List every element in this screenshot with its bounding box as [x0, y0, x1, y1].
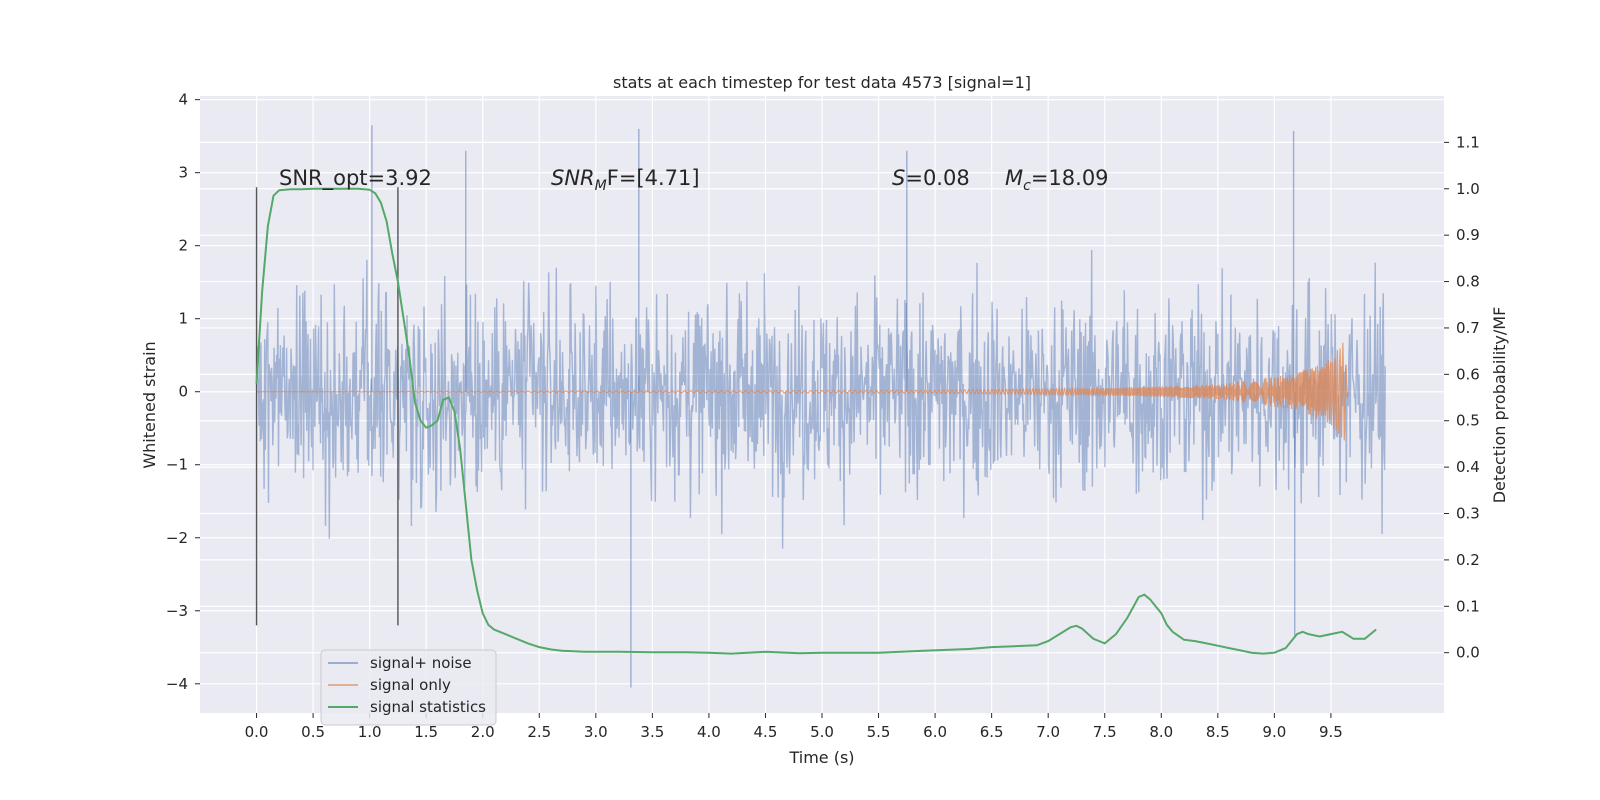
annotation-mc-value: =18.09 — [1031, 166, 1109, 190]
series-signal-statistics — [255, 187, 1377, 655]
y-left-tick-label: 4 — [178, 91, 188, 109]
annotation-snr-opt: SNR_opt=3.92 — [279, 166, 432, 191]
x-tick-label: 7.5 — [1093, 723, 1117, 741]
y-left-tick-label: −4 — [166, 675, 188, 693]
series-signal-plus-noise — [255, 125, 1386, 688]
x-axis-ticks: 0.0 0.5 1.0 1.5 2.0 2.5 3.0 3.5 4.0 4.5 5.0 5.5 6.0 6… — [245, 713, 1343, 741]
legend-label-signal-statistics: signal statistics — [370, 698, 486, 716]
noise-trace — [255, 249, 1386, 549]
legend-label-signal-only: signal only — [370, 676, 451, 694]
y-left-tick-label: −2 — [166, 529, 188, 547]
y-right-tick-label: 0.9 — [1456, 226, 1480, 244]
y-left-tick-label: 1 — [178, 310, 188, 328]
y-right-tick-label: 0.1 — [1456, 597, 1480, 615]
y-left-tick-label: 3 — [178, 164, 188, 182]
annotation-snr-mf-main: SNR — [551, 166, 595, 190]
x-tick-label: 0.5 — [301, 723, 325, 741]
x-tick-label: 8.5 — [1206, 723, 1230, 741]
x-tick-label: 9.5 — [1319, 723, 1343, 741]
x-tick-label: 3.5 — [640, 723, 664, 741]
x-axis-label: Time (s) — [788, 748, 854, 767]
y-right-tick-label: 0.3 — [1456, 505, 1480, 523]
vertical-markers — [255, 187, 399, 626]
series-signal-only — [256, 342, 1349, 441]
x-tick-label: 2.0 — [471, 723, 495, 741]
grid — [200, 96, 1444, 713]
y-right-tick-label: 0.7 — [1456, 319, 1480, 337]
x-tick-label: 6.5 — [980, 723, 1004, 741]
x-tick-label: 6.0 — [923, 723, 947, 741]
x-tick-label: 8.0 — [1149, 723, 1173, 741]
x-tick-label: 2.5 — [527, 723, 551, 741]
x-tick-label: 4.0 — [697, 723, 721, 741]
y-left-tick-label: 0 — [178, 383, 188, 401]
y-left-tick-label: −3 — [166, 602, 188, 620]
y-right-tick-label: 1.0 — [1456, 180, 1480, 198]
y-right-tick-label: 0.8 — [1456, 273, 1480, 291]
annotation-s: S=0.08 — [892, 166, 970, 190]
x-tick-label: 7.0 — [1036, 723, 1060, 741]
y-axis-left-ticks: 4 3 2 1 0 −1 −2 −3 −4 — [166, 91, 200, 693]
signal-statistics-line — [255, 187, 1377, 655]
annotation-s-value: =0.08 — [905, 166, 969, 190]
x-tick-label: 9.0 — [1262, 723, 1286, 741]
y-left-tick-label: 2 — [178, 237, 188, 255]
x-tick-label: 3.0 — [584, 723, 608, 741]
y-axis-left-label: Whitened strain — [140, 341, 159, 468]
y-right-tick-label: 0.2 — [1456, 551, 1480, 569]
x-tick-label: 1.5 — [414, 723, 438, 741]
x-tick-label: 5.5 — [867, 723, 891, 741]
annotation-mc-label: M — [1005, 166, 1023, 190]
annotation-snr-mf-rest: F=[4.71] — [607, 166, 700, 190]
legend-box — [320, 649, 497, 726]
signal-only-trace — [256, 342, 1349, 441]
chart-title: stats at each timestep for test data 457… — [613, 73, 1031, 92]
y-right-tick-label: 0.5 — [1456, 412, 1480, 430]
y-axis-right-label: Detection probability/MF — [1490, 307, 1509, 504]
x-tick-label: 5.0 — [810, 723, 834, 741]
x-tick-label: 4.5 — [754, 723, 778, 741]
annotation-mc: Mc=18.09 — [1005, 166, 1109, 194]
x-tick-label: 1.0 — [358, 723, 382, 741]
x-tick-label: 0.0 — [245, 723, 269, 741]
y-right-tick-label: 0.6 — [1456, 365, 1480, 383]
annotation-snr-mf: SNRMF=[4.71] — [551, 166, 700, 194]
legend-label-signal-plus-noise: signal+ noise — [370, 654, 472, 672]
annotation-snr-mf-sub: M — [595, 178, 607, 194]
y-right-tick-label: 0.4 — [1456, 458, 1480, 476]
annotation-s-label: S — [892, 166, 905, 190]
y-axis-right-ticks: 1.1 1.0 0.9 0.8 0.7 0.6 0.5 0.4 0.3 0.2 0.1 0.0 — [1444, 133, 1480, 662]
legend: signal+ noise signal only signal statist… — [320, 649, 497, 726]
y-right-tick-label: 0.0 — [1456, 644, 1480, 662]
annotations: SNR_opt=3.92 SNRMF=[4.71] S=0.08 Mc=18.0… — [279, 166, 1109, 194]
y-left-tick-label: −1 — [166, 456, 188, 474]
y-right-tick-label: 1.1 — [1456, 133, 1480, 151]
annotation-mc-sub: c — [1023, 178, 1031, 194]
